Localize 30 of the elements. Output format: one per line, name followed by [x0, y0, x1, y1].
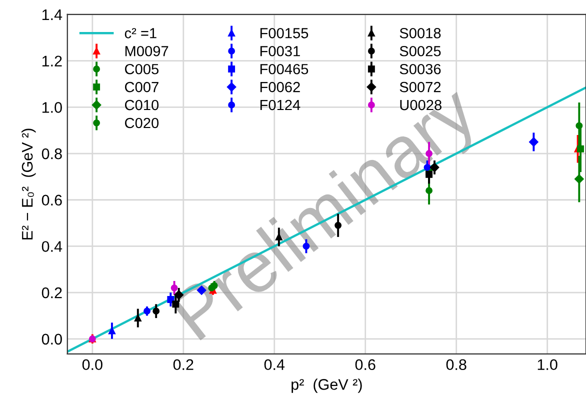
- legend-label: C005: [125, 64, 159, 74]
- legend-label: S0072: [400, 82, 441, 92]
- x-tick-label: 1.0: [538, 359, 558, 370]
- legend-label: C020: [125, 118, 159, 128]
- x-tick-label: 0.2: [173, 359, 194, 370]
- y-tick-label: 1.2: [42, 56, 62, 66]
- legend-label: C007: [125, 82, 158, 92]
- legend-label: S0025: [400, 46, 441, 56]
- legend-label: M0097: [125, 46, 168, 56]
- legend-label: F0031: [260, 46, 300, 56]
- x-tick-label: 0.6: [355, 359, 376, 370]
- y-tick-label: 0.8: [42, 148, 62, 160]
- x-tick-label: 0.4: [264, 359, 285, 370]
- y-tick-label: 1.0: [42, 102, 62, 113]
- legend-label: F00155: [260, 28, 308, 38]
- y-tick-label: 0.4: [42, 241, 62, 252]
- legend-label: S0018: [400, 28, 441, 38]
- x-axis-title: p² (GeV ²): [292, 378, 362, 393]
- legend-label: C010: [125, 100, 159, 110]
- y-tick-label: 0.2: [42, 287, 62, 298]
- y-tick-label: 0.6: [42, 194, 62, 206]
- legend-label: S0036: [400, 64, 441, 74]
- legend-label: F00465: [260, 64, 308, 74]
- x-tick-label: 0.8: [446, 359, 466, 370]
- y-tick-label: 1.4: [42, 10, 62, 20]
- legend-label: F0062: [260, 82, 300, 92]
- legend-label: c² =1: [124, 28, 156, 38]
- x-tick-label: 0.0: [82, 359, 102, 370]
- y-tick-label: 0.0: [42, 334, 62, 345]
- y-axis-title: E² − E₀² (GeV ²): [21, 128, 36, 240]
